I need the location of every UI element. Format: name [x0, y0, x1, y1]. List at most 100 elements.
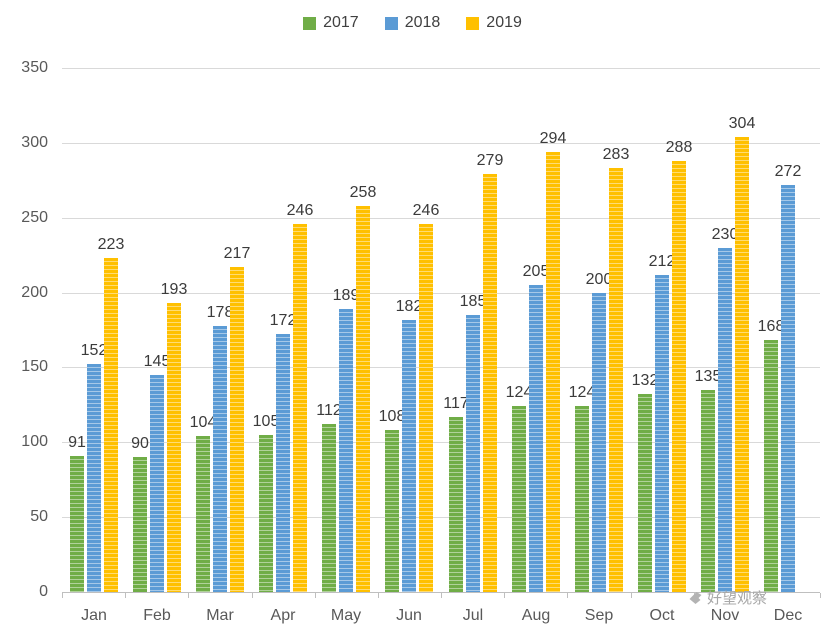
- x-axis-tick: [252, 593, 253, 598]
- bar-2018-aug: [529, 285, 543, 592]
- bar-2017-apr: [259, 435, 273, 592]
- legend-label-2017: 2017: [323, 14, 359, 31]
- bar-2019-apr: [293, 224, 307, 592]
- y-axis-label: 0: [39, 583, 48, 600]
- x-axis-label: May: [330, 607, 362, 624]
- gridline: [62, 293, 820, 294]
- chart-legend: 2017 2018 2019: [0, 14, 825, 32]
- bar-value-label: 304: [728, 115, 756, 132]
- bar-value-label: 168: [757, 318, 785, 335]
- x-axis-tick: [315, 593, 316, 598]
- bar-2017-jul: [449, 417, 463, 592]
- bar-2017-jun: [385, 430, 399, 592]
- bar-2017-nov: [701, 390, 715, 592]
- watermark-logo-icon: [687, 590, 704, 606]
- gridline: [62, 218, 820, 219]
- bar-value-label: 258: [349, 184, 377, 201]
- bar-value-label: 294: [539, 130, 567, 147]
- bar-value-label: 145: [143, 353, 171, 370]
- x-axis-label: Dec: [773, 607, 803, 624]
- y-axis-label: 350: [21, 59, 48, 76]
- bar-value-label: 189: [332, 287, 360, 304]
- legend-item-2017: 2017: [303, 14, 359, 32]
- bar-value-label: 246: [412, 202, 440, 219]
- bar-2017-feb: [133, 457, 147, 592]
- x-axis-label: Aug: [521, 607, 551, 624]
- bar-value-label: 124: [505, 384, 533, 401]
- bar-value-label: 185: [459, 293, 487, 310]
- legend-label-2018: 2018: [404, 14, 441, 31]
- bar-2017-sep: [575, 406, 589, 592]
- x-axis-tick: [125, 593, 126, 598]
- bar-2017-may: [322, 424, 336, 592]
- bar-value-label: 272: [774, 163, 802, 180]
- bar-value-label: 212: [648, 253, 676, 270]
- x-axis-label: Apr: [270, 607, 296, 624]
- bar-2018-sep: [592, 293, 606, 592]
- bar-2017-jan: [70, 456, 84, 592]
- y-axis-label: 200: [21, 284, 48, 301]
- bar-2017-aug: [512, 406, 526, 592]
- bar-value-label: 279: [476, 152, 504, 169]
- legend-swatch-2018: [384, 16, 398, 30]
- bar-2019-sep: [609, 168, 623, 592]
- bar-value-label: 200: [585, 271, 613, 288]
- gridline: [62, 68, 820, 69]
- bar-value-label: 132: [631, 372, 659, 389]
- bar-2019-oct: [672, 161, 686, 592]
- x-axis-tick: [631, 593, 632, 598]
- watermark: 好望观察: [687, 587, 767, 608]
- bar-2017-oct: [638, 394, 652, 592]
- bar-2018-feb: [150, 375, 164, 592]
- legend-label-2019: 2019: [486, 14, 522, 31]
- x-axis-label: Jan: [81, 607, 107, 624]
- bar-2019-may: [356, 206, 370, 592]
- bar-value-label: 205: [522, 263, 550, 280]
- legend-item-2018: 2018: [384, 14, 441, 32]
- y-axis-label: 100: [21, 433, 48, 450]
- bar-value-label: 108: [378, 408, 406, 425]
- bar-2018-jan: [87, 364, 101, 592]
- x-axis-label: Jul: [462, 607, 484, 624]
- x-axis-label: Nov: [710, 607, 740, 624]
- bar-2018-dec: [781, 185, 795, 592]
- bar-value-label: 105: [252, 413, 280, 430]
- bar-2019-feb: [167, 303, 181, 592]
- bar-2018-jul: [466, 315, 480, 592]
- x-axis-tick: [504, 593, 505, 598]
- x-axis-label: Mar: [206, 607, 234, 624]
- x-axis-label: Jun: [396, 607, 422, 624]
- bar-2018-oct: [655, 275, 669, 592]
- x-axis-line: [62, 592, 820, 593]
- bar-2019-nov: [735, 137, 749, 592]
- x-axis-tick: [188, 593, 189, 598]
- y-axis-label: 300: [21, 134, 48, 151]
- x-axis-tick: [567, 593, 568, 598]
- gridline: [62, 367, 820, 368]
- bar-2018-jun: [402, 320, 416, 592]
- bar-2018-apr: [276, 334, 290, 592]
- bar-value-label: 90: [131, 435, 149, 452]
- y-axis-label: 50: [30, 508, 48, 525]
- x-axis-label: Oct: [649, 607, 675, 624]
- bar-2018-may: [339, 309, 353, 592]
- bar-value-label: 112: [316, 402, 342, 419]
- x-axis-label: Sep: [584, 607, 614, 624]
- y-axis-label: 150: [21, 358, 48, 375]
- bar-value-label: 135: [694, 368, 722, 385]
- bar-2019-aug: [546, 152, 560, 592]
- bar-value-label: 124: [568, 384, 596, 401]
- gridline: [62, 517, 820, 518]
- bar-2017-dec: [764, 340, 778, 592]
- bar-2018-nov: [718, 248, 732, 592]
- bar-value-label: 182: [395, 298, 423, 315]
- bar-value-label: 288: [665, 139, 693, 156]
- bar-value-label: 283: [602, 146, 630, 163]
- bar-2019-jan: [104, 258, 118, 592]
- bar-value-label: 104: [189, 414, 217, 431]
- bar-value-label: 152: [80, 342, 108, 359]
- bar-value-label: 223: [97, 236, 125, 253]
- x-axis-tick: [820, 593, 821, 598]
- bar-value-label: 217: [223, 245, 251, 262]
